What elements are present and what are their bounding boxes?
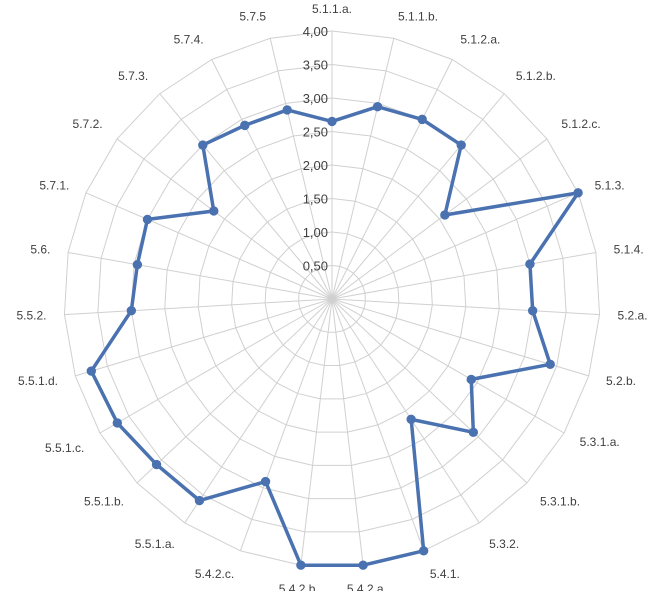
category-label: 5.2.a.	[618, 309, 648, 323]
grid-spoke	[85, 192, 333, 300]
category-labels: 5.1.1.a. 5.1.1.b. 5.1.2.a. 5.1.2.b. 5.1.2.c.…	[16, 2, 647, 591]
data-point	[468, 427, 479, 438]
category-label: 5.1.2.b.	[516, 69, 556, 83]
radial-tick-label: 1,50	[303, 192, 328, 207]
category-label: 5.2.b.	[606, 374, 636, 388]
data-point	[573, 188, 583, 198]
grid-spoke	[159, 93, 333, 300]
radial-tick-label: 2,50	[303, 125, 328, 140]
category-label: 5.4.1.	[430, 567, 460, 581]
data-point	[209, 206, 219, 216]
radial-tick-label: 3,00	[303, 91, 328, 106]
category-label: 5.4.2.a	[347, 582, 384, 591]
radial-tick-label: 2,00	[303, 158, 328, 173]
data-point	[406, 414, 416, 425]
data-point	[527, 305, 538, 316]
grid-spoke	[75, 298, 333, 377]
radar-grid	[63, 30, 601, 566]
radial-tick-label: 1,00	[303, 225, 328, 240]
data-point	[372, 101, 383, 112]
grid-ring	[231, 197, 433, 400]
category-label: 5.5.1.b.	[84, 494, 124, 508]
data-point	[86, 366, 97, 376]
data-point	[132, 259, 143, 270]
data-point	[417, 114, 427, 125]
category-label: 5.4.2.c.	[195, 567, 234, 581]
data-point	[260, 476, 271, 487]
grid-spoke	[331, 59, 453, 300]
grid-spoke	[269, 38, 333, 300]
data-point	[525, 259, 535, 269]
grid-ring	[197, 164, 467, 433]
radial-tick-label: 3,50	[303, 58, 328, 73]
category-label: 5.7.4.	[174, 32, 204, 46]
category-label: 5.7.5	[239, 10, 266, 24]
data-point	[112, 418, 123, 428]
grid-spoke	[136, 298, 333, 484]
data-point	[282, 105, 292, 115]
category-label: 5.3.1.b.	[540, 494, 580, 508]
data-point	[327, 116, 337, 127]
grid-spoke	[331, 298, 528, 484]
category-label: 5.7.2.	[73, 117, 103, 131]
grid-spoke	[239, 298, 333, 552]
category-label: 5.1.2.c.	[561, 117, 600, 131]
category-label: 5.1.1.b.	[398, 10, 438, 24]
data-point	[194, 495, 205, 506]
radial-tick-label: 0,50	[303, 259, 328, 274]
grid-spoke	[331, 93, 505, 300]
grid-ring	[298, 264, 366, 333]
grid-spoke	[99, 298, 333, 434]
series-line	[89, 104, 580, 567]
grid-spoke	[67, 251, 333, 300]
category-label: 5.5.1.a.	[135, 537, 175, 551]
data-point	[358, 560, 368, 570]
category-label: 5.1.3.	[595, 179, 625, 193]
data-point	[440, 210, 450, 220]
data-point	[296, 560, 306, 570]
category-label: 5.3.2.	[489, 537, 519, 551]
category-label: 5.1.4.	[614, 242, 644, 256]
data-point	[240, 120, 250, 131]
data-point	[198, 140, 208, 150]
grid-spoke	[331, 192, 579, 300]
category-label: 5.7.1.	[39, 179, 69, 193]
grid-spoke	[331, 298, 480, 524]
data-point	[466, 374, 476, 385]
category-label: 5.5.2.	[16, 309, 46, 323]
grid-spoke	[184, 298, 333, 524]
category-label: 5.3.1.a.	[580, 435, 620, 449]
data-point	[142, 214, 153, 225]
grid-spoke	[331, 298, 364, 566]
grid-spoke	[64, 298, 333, 316]
category-label: 5.5.1.c.	[45, 441, 84, 455]
grid-ring	[264, 231, 400, 367]
data-point	[456, 140, 466, 150]
grid-spoke	[331, 251, 597, 300]
grid-spoke	[116, 138, 333, 300]
category-label: 5.6.	[30, 242, 50, 256]
radial-tick-label: 4,00	[303, 24, 328, 39]
grid-ring	[130, 97, 534, 500]
grid-spoke	[331, 298, 425, 552]
grid-spoke	[331, 38, 395, 300]
grid-spoke	[331, 138, 548, 300]
radial-axis-ticks: 0,50 1,00 1,50 2,00 2,50 3,00 3,50 4,00	[303, 24, 328, 274]
grid-spoke	[331, 298, 600, 316]
grid-spoke	[211, 59, 333, 300]
grid-spoke	[300, 298, 333, 566]
data-point	[126, 305, 137, 316]
data-series	[86, 101, 583, 570]
category-label: 5.5.1.d.	[18, 374, 58, 388]
grid-ring	[97, 63, 567, 533]
data-point	[418, 546, 429, 556]
category-label: 5.1.1.a.	[312, 2, 352, 16]
data-point	[545, 359, 555, 370]
category-label: 5.4.2.b.	[279, 582, 319, 591]
grid-spoke	[331, 298, 565, 434]
category-label: 5.1.2.a.	[460, 32, 500, 46]
category-label: 5.7.3.	[118, 69, 148, 83]
data-point	[151, 459, 162, 470]
